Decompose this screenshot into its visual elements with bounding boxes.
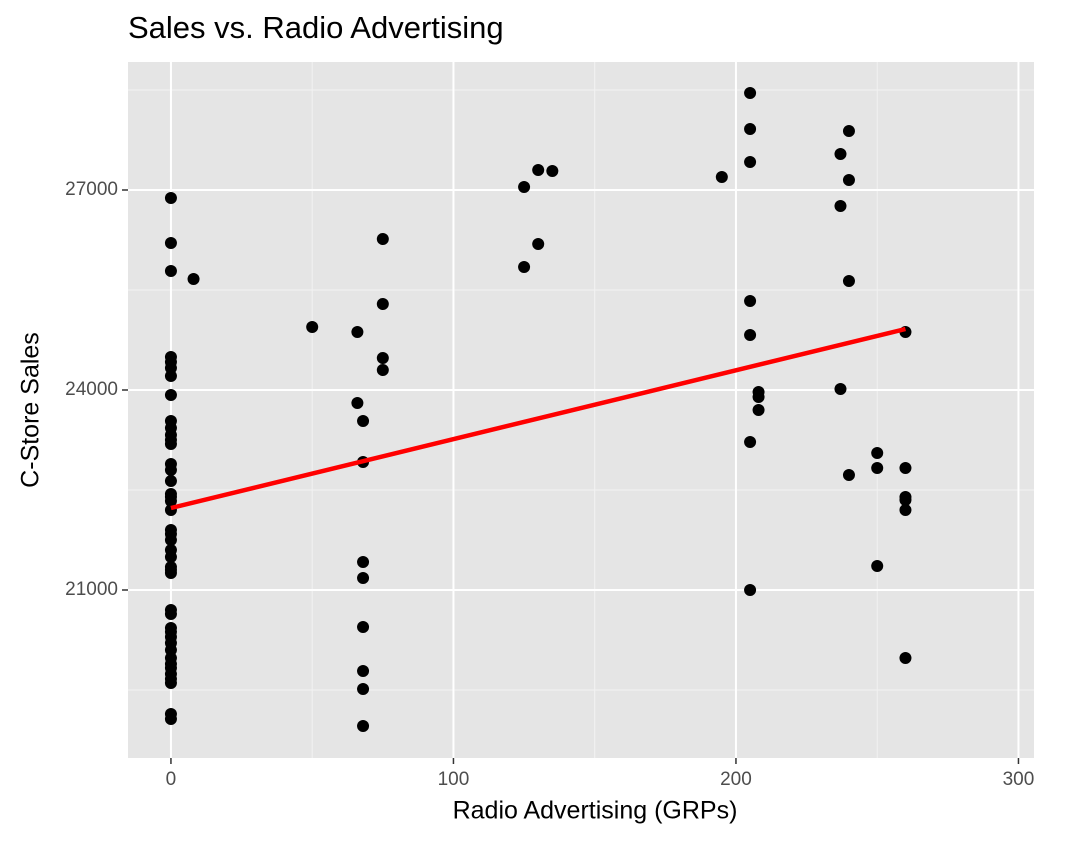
point bbox=[351, 326, 364, 338]
point bbox=[376, 352, 389, 364]
point bbox=[899, 494, 912, 506]
point bbox=[899, 652, 912, 664]
point bbox=[164, 534, 177, 546]
point bbox=[842, 125, 855, 137]
point bbox=[871, 560, 884, 572]
point bbox=[834, 200, 847, 212]
point bbox=[187, 273, 200, 285]
point bbox=[899, 504, 912, 516]
point bbox=[357, 415, 370, 427]
point bbox=[842, 174, 855, 186]
x-tick-label: 100 bbox=[438, 769, 470, 790]
x-axis-title: Radio Advertising (GRPs) bbox=[453, 797, 738, 825]
point bbox=[164, 608, 177, 620]
point bbox=[357, 665, 370, 677]
point bbox=[164, 677, 177, 689]
point bbox=[518, 181, 531, 193]
point bbox=[376, 233, 389, 245]
point bbox=[842, 469, 855, 481]
point bbox=[871, 462, 884, 474]
x-tick-label: 0 bbox=[166, 769, 177, 790]
point bbox=[357, 572, 370, 584]
point bbox=[164, 192, 177, 204]
y-tick-label: 27000 bbox=[65, 179, 118, 200]
point bbox=[518, 261, 531, 273]
point bbox=[164, 475, 177, 487]
point bbox=[357, 683, 370, 695]
point bbox=[752, 391, 765, 403]
point bbox=[164, 237, 177, 249]
point bbox=[164, 438, 177, 450]
point bbox=[164, 389, 177, 401]
point bbox=[376, 364, 389, 376]
point bbox=[164, 713, 177, 725]
chart-title: Sales vs. Radio Advertising bbox=[128, 10, 504, 45]
y-tick-label: 24000 bbox=[65, 379, 118, 400]
point bbox=[357, 556, 370, 568]
point bbox=[164, 551, 177, 563]
y-tick-label: 21000 bbox=[65, 579, 118, 600]
point bbox=[164, 495, 177, 507]
point bbox=[744, 295, 757, 307]
point bbox=[357, 621, 370, 633]
point bbox=[546, 165, 559, 177]
point bbox=[715, 171, 728, 183]
point bbox=[744, 584, 757, 596]
point bbox=[532, 164, 545, 176]
point bbox=[899, 462, 912, 474]
point bbox=[752, 404, 765, 416]
x-tick-label: 200 bbox=[720, 769, 752, 790]
y-axis-title: C-Store Sales bbox=[17, 332, 45, 488]
point bbox=[306, 321, 319, 333]
point bbox=[744, 329, 757, 341]
point bbox=[376, 298, 389, 310]
point bbox=[834, 148, 847, 160]
trend-line bbox=[170, 326, 906, 511]
point bbox=[164, 370, 177, 382]
point bbox=[164, 265, 177, 277]
point bbox=[871, 447, 884, 459]
point bbox=[834, 383, 847, 395]
point bbox=[744, 87, 757, 99]
point bbox=[532, 238, 545, 250]
point bbox=[164, 567, 177, 579]
point bbox=[744, 123, 757, 135]
point bbox=[744, 436, 757, 448]
point bbox=[351, 397, 364, 409]
point bbox=[842, 275, 855, 287]
x-tick-label: 300 bbox=[1003, 769, 1035, 790]
point bbox=[744, 156, 757, 168]
point bbox=[164, 464, 177, 476]
point bbox=[357, 720, 370, 732]
